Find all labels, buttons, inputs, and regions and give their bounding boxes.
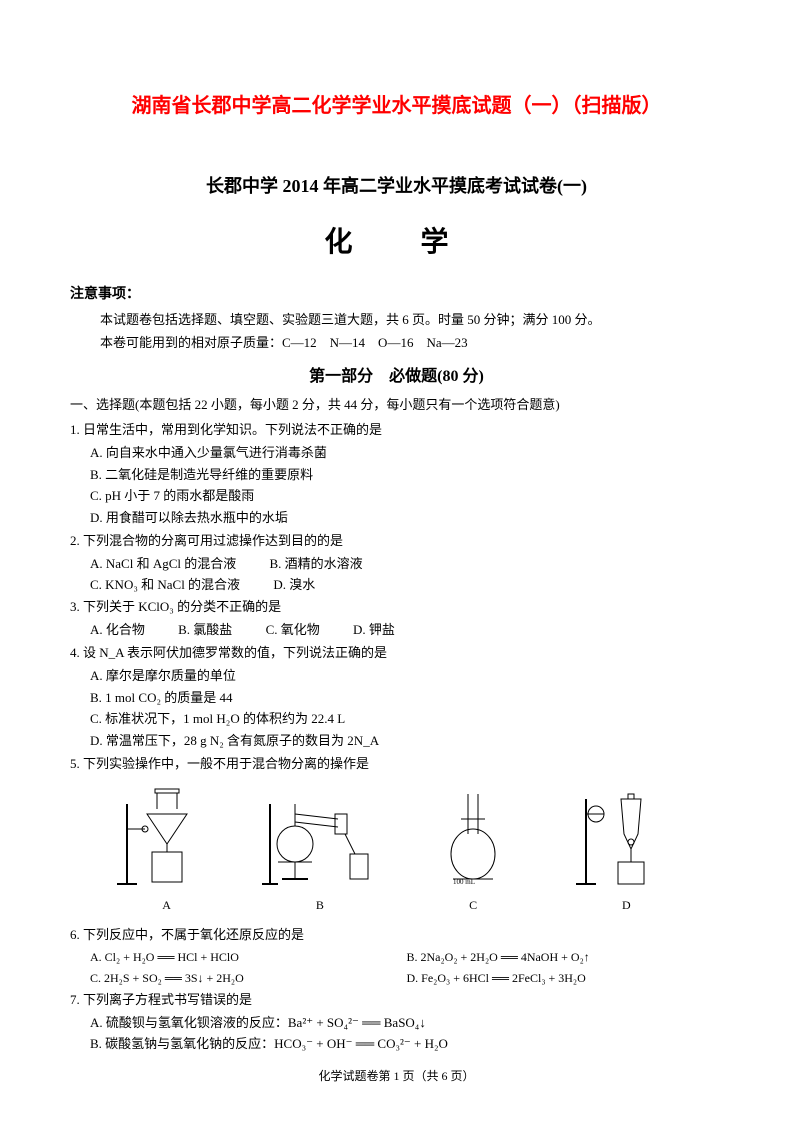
diagram-label-b: B [316, 896, 324, 915]
q1-stem: 1. 日常生活中，常用到化学知识。下列说法不正确的是 [70, 420, 723, 441]
question-1: 1. 日常生活中，常用到化学知识。下列说法不正确的是 A. 向自来水中通入少量氯… [70, 420, 723, 529]
notice-line-2: 本卷可能用到的相对原子质量：C—12 N—14 O—16 Na—23 [100, 333, 723, 354]
question-4: 4. 设 N_A 表示阿伏加德罗常数的值，下列说法正确的是 A. 摩尔是摩尔质量… [70, 643, 723, 752]
q6-option-b: B. 2Na₂O₂ + 2H₂O ══ 4NaOH + O₂↑ [407, 948, 724, 967]
q7-stem: 7. 下列离子方程式书写错误的是 [70, 990, 723, 1011]
question-7: 7. 下列离子方程式书写错误的是 A. 硫酸钡与氢氧化钡溶液的反应：Ba²⁺ +… [70, 990, 723, 1055]
q1-option-c: C. pH 小于 7 的雨水都是酸雨 [90, 486, 723, 507]
q2-option-b: B. 酒精的水溶液 [270, 554, 363, 575]
q3-stem: 3. 下列关于 KClO₃ 的分类不正确的是 [70, 597, 723, 618]
diagram-b: B [250, 784, 390, 915]
page-footer: 化学试题卷第 1 页（共 6 页） [70, 1067, 723, 1086]
sub-title: 长郡中学 2014 年高二学业水平摸底考试试卷(一) [70, 172, 723, 201]
q2-option-c: C. KNO₃ 和 NaCl 的混合液 [90, 575, 240, 596]
diagram-label-d: D [622, 896, 631, 915]
q1-option-b: B. 二氧化硅是制造光导纤维的重要原料 [90, 465, 723, 486]
q6-option-a: A. Cl₂ + H₂O ══ HCl + HClO [90, 948, 407, 967]
q5-stem: 5. 下列实验操作中，一般不用于混合物分离的操作是 [70, 754, 723, 775]
diagram-label-c: C [469, 896, 477, 915]
diagram-label-a: A [162, 896, 171, 915]
q2-option-d: D. 溴水 [273, 575, 315, 596]
q4-option-c: C. 标准状况下，1 mol H₂O 的体积约为 22.4 L [90, 709, 723, 730]
q4-option-a: A. 摩尔是摩尔质量的单位 [90, 666, 723, 687]
q7-option-b: B. 碳酸氢钠与氢氧化钠的反应：HCO₃⁻ + OH⁻ ══ CO₃²⁻ + H… [90, 1034, 723, 1055]
q6-option-c: C. 2H₂S + SO₂ ══ 3S↓ + 2H₂O [90, 969, 407, 988]
diagram-a: A [97, 784, 237, 915]
question-3: 3. 下列关于 KClO₃ 的分类不正确的是 A. 化合物 B. 氯酸盐 C. … [70, 597, 723, 641]
diagram-row: A B 100 mL C [90, 785, 703, 915]
q6-stem: 6. 下列反应中，不属于氧化还原反应的是 [70, 925, 723, 946]
q3-option-a: A. 化合物 [90, 620, 145, 641]
group-header: 一、选择题(本题包括 22 小题，每小题 2 分，共 44 分，每小题只有一个选… [70, 395, 723, 416]
q3-option-c: C. 氧化物 [266, 620, 320, 641]
q1-option-d: D. 用食醋可以除去热水瓶中的水垢 [90, 508, 723, 529]
notice-line-1: 本试题卷包括选择题、填空题、实验题三道大题，共 6 页。时量 50 分钟；满分 … [100, 310, 723, 331]
q3-option-b: B. 氯酸盐 [178, 620, 232, 641]
q3-option-d: D. 钾盐 [353, 620, 395, 641]
q2-option-a: A. NaCl 和 AgCl 的混合液 [90, 554, 236, 575]
diagram-d: D [556, 784, 696, 915]
question-6: 6. 下列反应中，不属于氧化还原反应的是 A. Cl₂ + H₂O ══ HCl… [70, 925, 723, 988]
diagram-c: 100 mL C [403, 784, 543, 915]
notice-label: 注意事项： [70, 284, 723, 306]
section-title: 第一部分 必做题(80 分) [70, 364, 723, 390]
separating-funnel-icon [566, 784, 686, 894]
q4-stem: 4. 设 N_A 表示阿伏加德罗常数的值，下列说法正确的是 [70, 643, 723, 664]
filtration-icon [107, 784, 227, 894]
q4-option-b: B. 1 mol CO₂ 的质量是 44 [90, 688, 723, 709]
q1-option-a: A. 向自来水中通入少量氯气进行消毒杀菌 [90, 443, 723, 464]
q4-option-d: D. 常温常压下，28 g N₂ 含有氮原子的数目为 2N_A [90, 731, 723, 752]
subject-title: 化 学 [70, 221, 723, 266]
q2-stem: 2. 下列混合物的分离可用过滤操作达到目的的是 [70, 531, 723, 552]
main-title: 湖南省长郡中学高二化学学业水平摸底试题（一）（扫描版） [70, 90, 723, 122]
volumetric-flask-icon: 100 mL [413, 784, 533, 894]
q6-option-d: D. Fe₂O₃ + 6HCl ══ 2FeCl₃ + 3H₂O [407, 969, 724, 988]
distillation-icon [260, 784, 380, 894]
question-5: 5. 下列实验操作中，一般不用于混合物分离的操作是 [70, 754, 723, 775]
question-2: 2. 下列混合物的分离可用过滤操作达到目的的是 A. NaCl 和 AgCl 的… [70, 531, 723, 595]
q7-option-a: A. 硫酸钡与氢氧化钡溶液的反应：Ba²⁺ + SO₄²⁻ ══ BaSO₄↓ [90, 1013, 723, 1034]
